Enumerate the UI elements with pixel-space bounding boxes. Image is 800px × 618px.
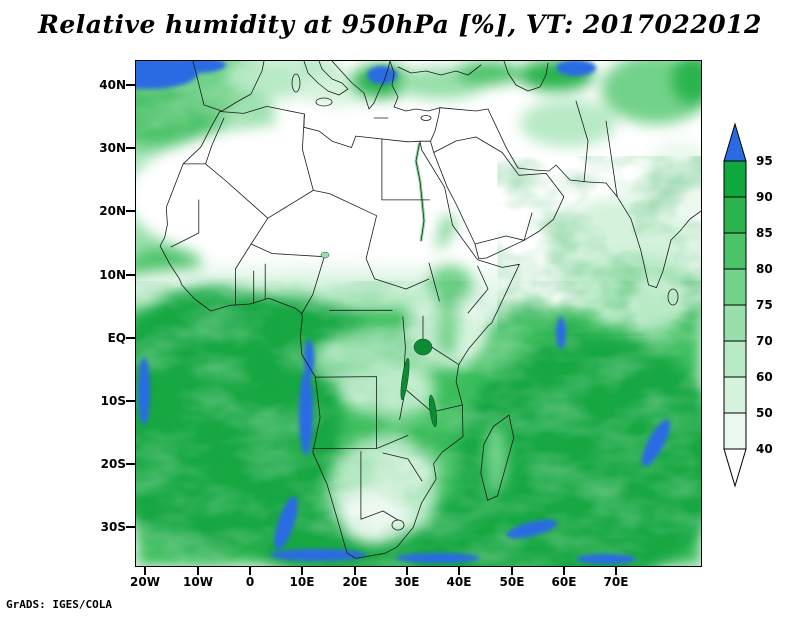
lesotho-border <box>391 519 405 531</box>
map-canvas <box>136 61 701 566</box>
lon-tick <box>406 567 408 575</box>
lat-tick <box>126 337 135 339</box>
levant-coastline <box>419 107 441 142</box>
lat-tick <box>126 463 135 465</box>
map-plot-frame <box>135 60 702 567</box>
lon-tick-label: 60E <box>551 575 577 589</box>
lon-tick-label: 40E <box>446 575 472 589</box>
iran-india-coastline <box>506 147 701 288</box>
lon-tick <box>249 567 251 575</box>
colorbar-cell <box>723 160 747 198</box>
colorbar-cell <box>723 268 747 306</box>
lon-tick-label: 20W <box>130 575 160 589</box>
colorbar-tick-label: 90 <box>756 190 773 204</box>
lon-tick-label: 30E <box>394 575 420 589</box>
colorbar-tick-label: 60 <box>756 370 773 384</box>
colorbar-cell <box>723 196 747 234</box>
lat-tick-label: 30N <box>99 141 126 155</box>
colorbar-over-cell <box>723 122 747 162</box>
colorbar-cell <box>723 340 747 378</box>
sri-lanka-coastline <box>667 288 679 306</box>
colorbar <box>720 122 750 490</box>
country-borders-layer <box>159 61 701 559</box>
colorbar-cell <box>723 412 747 450</box>
sardinia-coastline <box>291 73 301 93</box>
lakes-layer <box>320 251 437 428</box>
lat-tick-label: 40N <box>99 78 126 92</box>
lat-tick <box>126 210 135 212</box>
chart-title: Relative humidity at 950hPa [%], VT: 201… <box>38 10 762 39</box>
lon-tick-label: 0 <box>245 575 255 589</box>
colorbar-tick-label: 75 <box>756 298 773 312</box>
colorbar-cell <box>723 304 747 342</box>
nile-river <box>415 142 425 242</box>
middle-east-borders <box>433 100 618 245</box>
lat-tick-label: 30S <box>100 520 126 534</box>
lon-tick <box>301 567 303 575</box>
colorbar-tick-label: 80 <box>756 262 773 276</box>
colorbar-cell <box>723 232 747 270</box>
lon-tick-label: 20E <box>342 575 368 589</box>
very-high-humidity-patches <box>136 61 671 564</box>
lake-tanganyika <box>400 357 410 401</box>
colorbar-tick-label: 40 <box>756 442 773 456</box>
lake-chad <box>320 251 330 259</box>
lon-tick <box>563 567 565 575</box>
lat-tick-label: 10N <box>99 268 126 282</box>
humidity-field-layer <box>136 61 701 566</box>
lon-tick <box>197 567 199 575</box>
madagascar-coastline <box>480 414 515 501</box>
colorbar-under-cell <box>723 448 747 488</box>
lat-tick <box>126 400 135 402</box>
lat-tick-label: EQ <box>107 331 126 345</box>
lon-tick <box>458 567 460 575</box>
grads-credit: GrADS: IGES/COLA <box>6 598 112 611</box>
lon-tick <box>354 567 356 575</box>
lat-tick-label: 20N <box>99 204 126 218</box>
colorbar-tick-label: 95 <box>756 154 773 168</box>
lat-tick <box>126 274 135 276</box>
lake-malawi <box>429 394 437 428</box>
lat-tick <box>126 147 135 149</box>
colorbar-tick-label: 50 <box>756 406 773 420</box>
lat-tick-label: 20S <box>100 457 126 471</box>
colorbar-tick-label: 70 <box>756 334 773 348</box>
lon-tick-label: 50E <box>499 575 525 589</box>
arabia-coastline <box>430 140 565 259</box>
colorbar-cell <box>723 376 747 414</box>
lon-tick <box>144 567 146 575</box>
lon-tick-label: 10E <box>289 575 315 589</box>
lake-victoria <box>413 338 433 356</box>
lat-tick <box>126 526 135 528</box>
sicily-coastline <box>315 97 333 107</box>
europe-coastlines <box>192 61 549 112</box>
lon-tick-label: 10W <box>183 575 213 589</box>
colorbar-tick-label: 85 <box>756 226 773 240</box>
lat-tick <box>126 84 135 86</box>
lon-tick <box>511 567 513 575</box>
lon-tick <box>615 567 617 575</box>
lon-tick-label: 70E <box>603 575 629 589</box>
africa-coastline <box>159 106 520 559</box>
lat-tick-label: 10S <box>100 394 126 408</box>
cyprus-coastline <box>420 115 432 121</box>
